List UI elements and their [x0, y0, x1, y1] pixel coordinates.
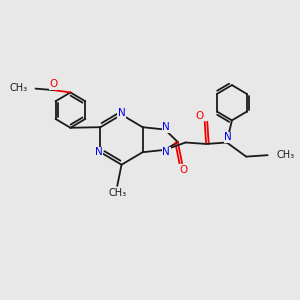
Text: O: O: [49, 79, 57, 89]
Text: N: N: [118, 108, 125, 118]
Text: O: O: [179, 165, 188, 175]
Text: CH₃: CH₃: [108, 188, 126, 198]
Text: N: N: [163, 147, 170, 157]
Text: CH₃: CH₃: [9, 83, 28, 93]
Text: N: N: [95, 147, 103, 157]
Text: CH₃: CH₃: [277, 150, 295, 160]
Text: N: N: [224, 133, 232, 142]
Text: N: N: [163, 122, 170, 132]
Text: O: O: [195, 111, 204, 121]
